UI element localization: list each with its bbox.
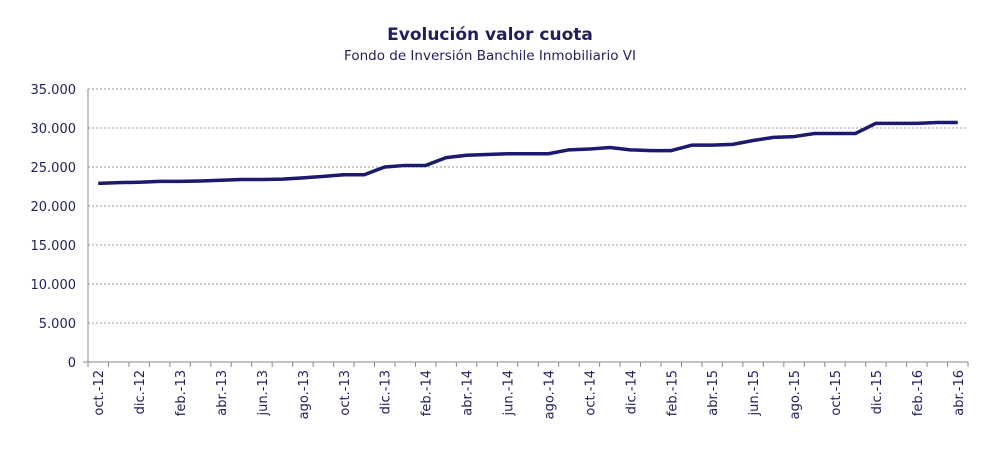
x-tick-label: ago.-15 [788, 370, 803, 419]
x-tick-label: jun.-15 [747, 370, 762, 416]
y-tick-label: 35.000 [31, 83, 77, 98]
x-tick-label: feb.-16 [911, 370, 926, 416]
x-tick-label: abr.-14 [461, 370, 476, 416]
x-tick-label: oct.-15 [829, 370, 844, 416]
y-tick-label: 5.000 [39, 317, 76, 332]
chart-subtitle: Fondo de Inversión Banchile Inmobiliario… [344, 48, 636, 64]
x-tick-label: feb.-15 [665, 370, 680, 416]
x-tick-label: jun.-14 [502, 370, 517, 416]
x-tick-label: jun.-13 [256, 370, 271, 416]
y-tick-label: 0 [68, 356, 76, 371]
x-tick-label: oct.-12 [92, 370, 107, 416]
x-tick-label: dic.-13 [379, 370, 394, 414]
y-tick-label: 15.000 [31, 239, 77, 254]
y-tick-label: 20.000 [31, 200, 77, 215]
x-tick-label: abr.-13 [215, 370, 230, 416]
x-tick-label: oct.-13 [338, 370, 353, 416]
y-tick-label: 30.000 [31, 122, 77, 137]
x-tick-label: abr.-16 [952, 370, 967, 416]
x-tick-label: feb.-14 [420, 370, 435, 416]
chart-title: Evolución valor cuota [387, 25, 593, 45]
y-tick-label: 10.000 [31, 278, 77, 293]
x-tick-label: oct.-14 [583, 370, 598, 416]
x-tick-label: dic.-15 [870, 370, 885, 414]
x-tick-label: feb.-13 [174, 370, 189, 416]
x-tick-label: ago.-13 [297, 370, 312, 419]
x-tick-label: dic.-12 [133, 370, 148, 414]
x-tick-label: dic.-14 [624, 370, 639, 414]
y-tick-label: 25.000 [31, 161, 77, 176]
line-series [98, 120, 958, 186]
x-tick-label: abr.-15 [706, 370, 721, 416]
x-tick-label: ago.-14 [542, 370, 557, 419]
